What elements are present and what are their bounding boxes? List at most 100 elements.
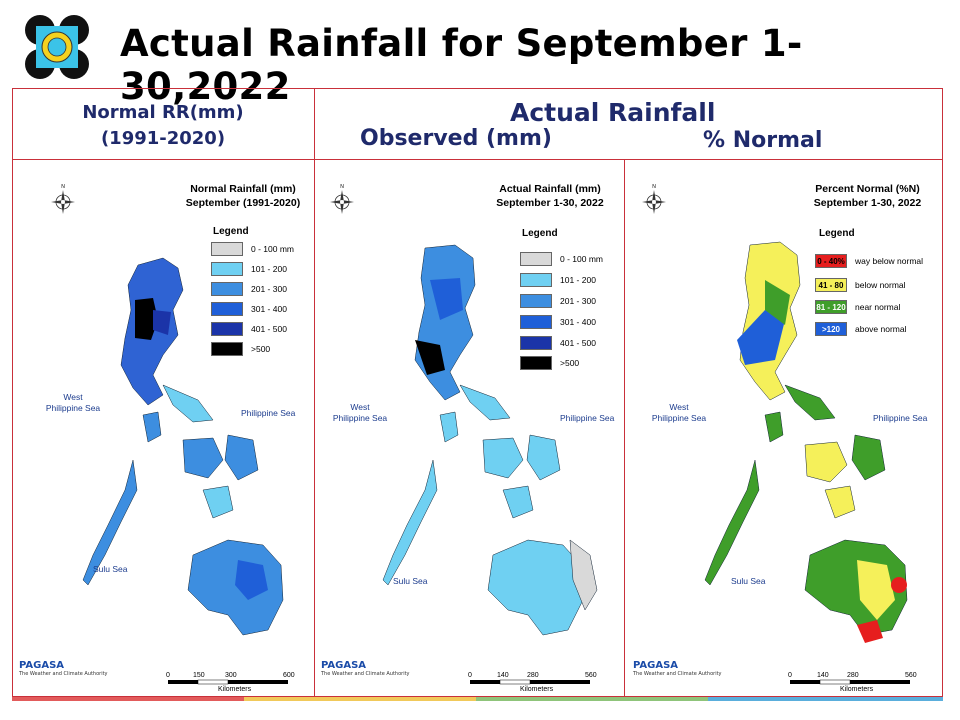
legend-title: Legend <box>522 228 558 239</box>
legend-label: below normal <box>855 280 906 290</box>
sea-label-west-line2: Philippine Sea <box>45 403 101 413</box>
header-divider <box>12 159 943 160</box>
pagasa-tagline: The Weather and Climate Authority <box>633 671 722 677</box>
svg-text:N: N <box>340 184 344 190</box>
pagasa-tagline: The Weather and Climate Authority <box>321 671 410 677</box>
map-title-line2: September (1991-2020) <box>185 197 301 209</box>
legend-swatch <box>520 336 552 350</box>
legend-swatch <box>211 322 243 336</box>
observed-header: Observed (mm) <box>360 126 552 151</box>
map-title-line1: Normal Rainfall (mm) <box>190 183 296 195</box>
legend-label: 301 - 400 <box>251 304 287 314</box>
compass-icon: N <box>51 184 75 214</box>
scale-bar <box>790 679 910 685</box>
scale-unit: Kilometers <box>840 686 874 693</box>
sea-label-west-line1: West <box>63 392 83 402</box>
pagasa-name: PAGASA <box>19 660 65 671</box>
legend-label: near normal <box>855 302 901 312</box>
percent-normal-map-panel: N Percent Normal (%N) September 1-30, 20… <box>625 160 942 696</box>
scale-unit: Kilometers <box>520 686 554 693</box>
column-divider-2 <box>624 159 625 697</box>
scale-tick: 0 <box>166 672 170 679</box>
scale-tick: 600 <box>283 672 295 679</box>
legend-item: 401 - 500 <box>520 336 596 350</box>
pagasa-logo: PAGASA The Weather and Climate Authority <box>19 660 108 677</box>
legend-label: 201 - 300 <box>251 284 287 294</box>
legend-item: 201 - 300 <box>520 294 596 308</box>
sea-label-east: Philippine Sea <box>560 413 615 423</box>
sea-label-east: Philippine Sea <box>873 413 928 423</box>
legend-label: above normal <box>855 324 907 334</box>
legend-swatch <box>211 262 243 276</box>
legend-swatch <box>520 315 552 329</box>
sea-label-south: Sulu Sea <box>93 564 128 574</box>
footer-stripe-yellow <box>244 697 476 701</box>
map-title: Normal Rainfall (mm) September (1991-202… <box>173 182 313 210</box>
legend-item: >500 <box>520 356 579 370</box>
map-title-line2: September 1-30, 2022 <box>496 197 604 209</box>
legend-swatch: >120 <box>815 322 847 336</box>
legend-item: >120 above normal <box>815 322 907 336</box>
table-frame <box>12 88 943 697</box>
legend-swatch: 0 - 40% <box>815 254 847 268</box>
legend-title: Legend <box>213 226 249 237</box>
sea-label-west-line2: Philippine Sea <box>332 413 388 423</box>
normal-rainfall-map-panel: N Normal Rainfall (mm) September (1991-2… <box>13 160 314 696</box>
scale-tick: 560 <box>585 672 597 679</box>
legend-swatch <box>520 252 552 266</box>
legend-label: >500 <box>251 344 271 354</box>
pagasa-logo: PAGASA The Weather and Climate Authority <box>633 660 722 677</box>
actual-rainfall-header: Actual Rainfall <box>510 98 716 127</box>
scale-bar <box>168 679 288 685</box>
scale-tick: 560 <box>905 672 917 679</box>
legend-label: 301 - 400 <box>560 317 596 327</box>
legend-item: 81 - 120 near normal <box>815 300 900 314</box>
sea-label-west-line1: West <box>350 402 370 412</box>
scale-tick: 140 <box>817 672 829 679</box>
compass-icon: N <box>330 184 354 214</box>
legend-swatch: 81 - 120 <box>815 300 847 314</box>
scale-tick: 140 <box>497 672 509 679</box>
legend-item: 0 - 100 mm <box>211 242 294 256</box>
legend-label: 201 - 300 <box>560 296 596 306</box>
legend-label: >500 <box>560 358 580 368</box>
legend-item: 201 - 300 <box>211 282 287 296</box>
legend-swatch <box>211 282 243 296</box>
legend-item: 301 - 400 <box>211 302 287 316</box>
percent-normal-header: % Normal <box>703 128 823 153</box>
legend-swatch <box>211 302 243 316</box>
sea-label-west: West Philippine Sea <box>639 402 719 424</box>
legend-item: 0 - 100 mm <box>520 252 603 266</box>
legend-swatch <box>520 294 552 308</box>
legend-swatch <box>520 273 552 287</box>
map-title-line1: Percent Normal (%N) <box>815 183 920 195</box>
scale-bar <box>470 679 590 685</box>
map-title-line2: September 1-30, 2022 <box>813 197 922 209</box>
legend-label: way below normal <box>855 256 924 266</box>
pagasa-tagline: The Weather and Climate Authority <box>19 671 108 677</box>
compass-icon: N <box>642 184 666 214</box>
pagasa-seal-logo <box>25 15 89 79</box>
map-title: Actual Rainfall (mm) September 1-30, 202… <box>485 182 615 210</box>
scale-tick: 280 <box>847 672 859 679</box>
scale-tick: 0 <box>788 672 792 679</box>
normal-header: Normal RR(mm) (1991-2020) <box>12 100 314 152</box>
map-title: Percent Normal (%N) September 1-30, 2022 <box>800 182 935 210</box>
footer-stripe-blue <box>708 697 943 701</box>
normal-rainfall-map: N <box>51 184 288 685</box>
sea-label-west: West Philippine Sea <box>33 392 113 414</box>
legend-title: Legend <box>819 228 855 239</box>
legend-swatch <box>211 342 243 356</box>
sea-label-south: Sulu Sea <box>731 576 766 586</box>
legend-swatch <box>520 356 552 370</box>
pagasa-logo: PAGASA The Weather and Climate Authority <box>321 660 410 677</box>
scale-tick: 280 <box>527 672 539 679</box>
normal-header-line1: Normal RR(mm) <box>82 102 244 123</box>
column-divider-1 <box>314 88 315 697</box>
legend-label: 101 - 200 <box>251 264 287 274</box>
svg-text:N: N <box>61 184 65 190</box>
legend-item: 301 - 400 <box>520 315 596 329</box>
sea-label-west-line1: West <box>669 402 689 412</box>
legend-label: 401 - 500 <box>560 338 596 348</box>
sea-label-east: Philippine Sea <box>241 408 296 418</box>
